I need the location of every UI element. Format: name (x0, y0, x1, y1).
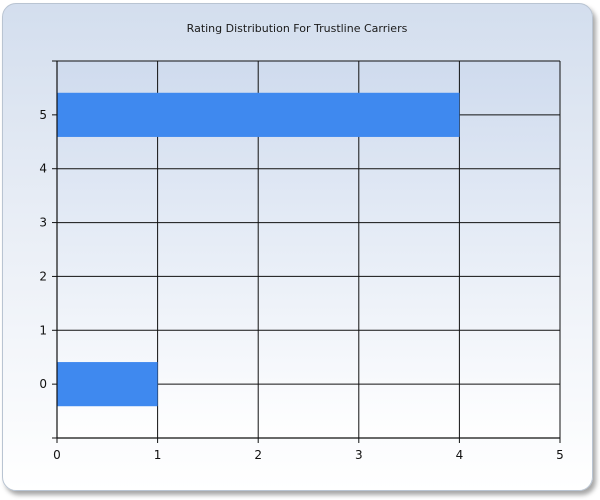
y-tick-label: 1 (39, 323, 47, 337)
bar-rating-5 (57, 92, 460, 137)
x-tick-label: 4 (456, 448, 464, 462)
bar-rating-0 (57, 362, 158, 407)
y-axis-ticks: 0 1 2 3 4 5 (39, 60, 57, 439)
y-tick-label: 4 (39, 162, 47, 176)
y-tick-label: 2 (39, 269, 47, 283)
chart-title: Rating Distribution For Trustline Carrie… (186, 22, 408, 35)
x-tick-label: 0 (53, 448, 61, 462)
axes (56, 61, 560, 439)
x-tick-label: 1 (154, 448, 162, 462)
x-tick-label: 5 (556, 448, 564, 462)
x-axis-ticks: 0 1 2 3 4 5 (53, 438, 564, 462)
bars (57, 92, 460, 407)
y-tick-label: 0 (39, 377, 47, 391)
x-tick-label: 3 (355, 448, 363, 462)
x-tick-label: 2 (254, 448, 262, 462)
y-tick-label: 3 (39, 216, 47, 230)
y-tick-label: 5 (39, 108, 47, 122)
